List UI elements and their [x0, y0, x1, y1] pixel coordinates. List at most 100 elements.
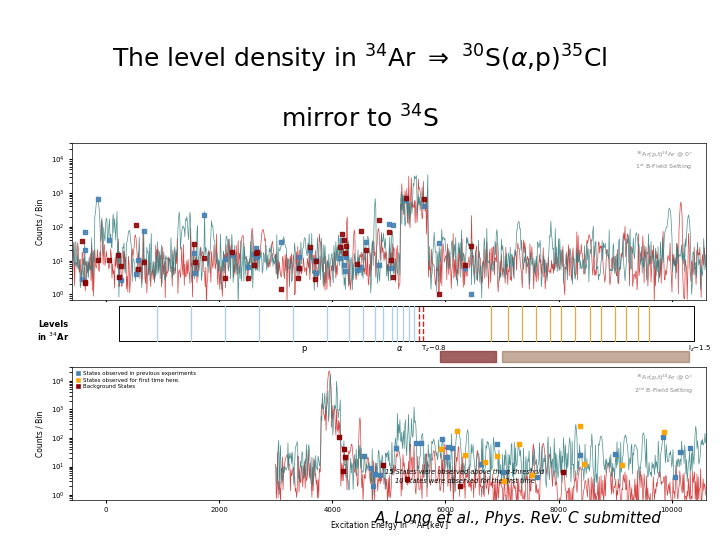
- Point: [293, 252, 305, 261]
- Point: [609, 450, 621, 458]
- Point: [480, 458, 491, 467]
- Point: [674, 448, 685, 457]
- Text: p: p: [301, 344, 307, 353]
- Point: [459, 260, 471, 269]
- Point: [574, 421, 585, 430]
- Point: [454, 482, 466, 491]
- Point: [251, 244, 262, 252]
- Point: [498, 477, 510, 486]
- X-axis label: Excitation Energy in $^{34}$Ar [keV]: Excitation Energy in $^{34}$Ar [keV]: [330, 519, 448, 533]
- Point: [334, 254, 346, 262]
- Text: I$_z$−1.5: I$_z$−1.5: [688, 344, 711, 354]
- Point: [242, 263, 253, 272]
- Point: [659, 427, 670, 436]
- Point: [373, 215, 384, 224]
- Point: [387, 221, 399, 230]
- Point: [292, 274, 304, 283]
- Bar: [502, 351, 688, 362]
- Point: [359, 451, 370, 460]
- Point: [574, 450, 585, 459]
- Point: [616, 461, 628, 469]
- Point: [138, 227, 150, 235]
- Point: [336, 230, 347, 238]
- Point: [305, 246, 316, 255]
- Point: [557, 468, 569, 476]
- Point: [305, 242, 316, 251]
- Point: [442, 443, 454, 451]
- Point: [130, 221, 142, 230]
- Point: [384, 264, 396, 272]
- Point: [333, 432, 345, 441]
- Point: [114, 261, 126, 270]
- Point: [410, 439, 422, 448]
- Point: [275, 238, 287, 247]
- Point: [492, 440, 503, 449]
- Point: [189, 269, 201, 278]
- Point: [459, 264, 471, 273]
- Y-axis label: Counts / Bin: Counts / Bin: [36, 410, 45, 456]
- Text: $^{36}$Ar(p,t)$^{34}$Ar @ 0°
1$^{st}$ B-Field Setting: $^{36}$Ar(p,t)$^{34}$Ar @ 0° 1$^{st}$ B-…: [636, 150, 693, 172]
- Point: [310, 269, 322, 278]
- Point: [401, 475, 413, 483]
- Text: A. Long et al., Phys. Rev. C submitted: A. Long et al., Phys. Rev. C submitted: [375, 511, 662, 526]
- Point: [466, 290, 477, 299]
- Point: [293, 264, 305, 272]
- Text: mirror to $^{34}$S: mirror to $^{34}$S: [281, 105, 439, 132]
- Point: [351, 260, 362, 269]
- Point: [251, 248, 263, 256]
- Point: [400, 195, 412, 204]
- Point: [498, 468, 509, 476]
- Y-axis label: Counts / Bin: Counts / Bin: [36, 198, 45, 245]
- Point: [338, 260, 350, 269]
- Point: [475, 460, 487, 469]
- Point: [436, 435, 447, 443]
- Point: [226, 251, 238, 259]
- X-axis label: Excitation Energy in $^{34}$Ar [keV]: Excitation Energy in $^{34}$Ar [keV]: [330, 319, 448, 333]
- Text: T$_z$−0.8: T$_z$−0.8: [421, 344, 447, 354]
- Point: [526, 470, 538, 479]
- Point: [384, 255, 396, 264]
- Point: [418, 202, 430, 211]
- Point: [374, 470, 386, 479]
- Point: [360, 237, 372, 246]
- Point: [132, 255, 144, 264]
- Point: [369, 469, 381, 478]
- Point: [189, 258, 201, 267]
- Point: [459, 450, 471, 459]
- Point: [248, 249, 260, 258]
- Point: [435, 444, 446, 453]
- Bar: [119, 306, 694, 341]
- Point: [310, 256, 322, 265]
- Text: $\alpha$: $\alpha$: [397, 344, 404, 353]
- Point: [433, 239, 445, 247]
- Text: The level density in $^{34}$Ar $\Rightarrow$ $^{30}$S($\alpha$,p)$^{35}$Cl: The level density in $^{34}$Ar $\Rightar…: [112, 43, 608, 76]
- Point: [76, 275, 88, 284]
- Point: [113, 272, 125, 281]
- Point: [275, 285, 287, 293]
- Point: [492, 452, 503, 461]
- Point: [466, 242, 477, 251]
- Point: [130, 269, 142, 278]
- Point: [79, 246, 91, 254]
- Point: [339, 453, 351, 462]
- Point: [103, 236, 114, 245]
- Point: [356, 227, 367, 236]
- Point: [220, 255, 231, 264]
- Point: [341, 241, 352, 250]
- Point: [367, 482, 379, 491]
- Point: [365, 464, 377, 472]
- Point: [309, 256, 320, 265]
- Point: [114, 275, 126, 284]
- Point: [113, 273, 125, 282]
- Point: [657, 433, 668, 441]
- Point: [76, 237, 88, 245]
- Point: [79, 278, 91, 286]
- Point: [384, 228, 395, 237]
- Point: [578, 460, 590, 469]
- Point: [79, 227, 91, 236]
- Bar: [440, 351, 496, 362]
- Point: [138, 257, 150, 266]
- Point: [360, 245, 372, 254]
- Point: [226, 248, 238, 256]
- Point: [384, 219, 395, 228]
